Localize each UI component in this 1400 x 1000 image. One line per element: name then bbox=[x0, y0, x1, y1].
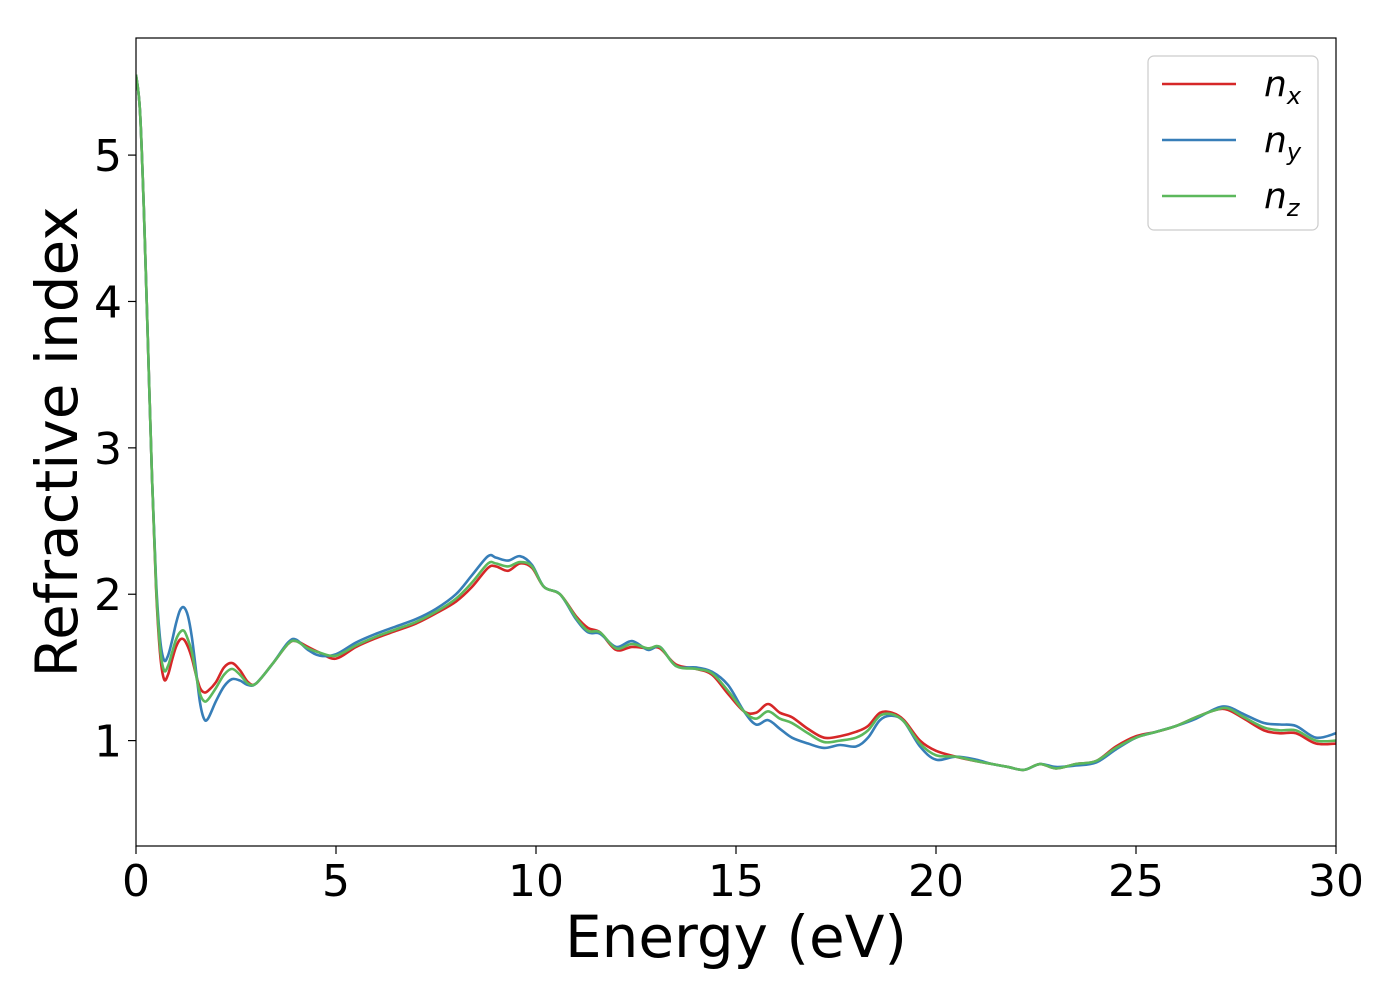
y-tick-label: 3 bbox=[94, 424, 122, 475]
x-tick-label: 30 bbox=[1308, 856, 1364, 907]
legend-label-ny: ny bbox=[1264, 120, 1302, 166]
x-tick-label: 15 bbox=[708, 856, 764, 907]
x-tick-label: 20 bbox=[908, 856, 964, 907]
x-axis-label: Energy (eV) bbox=[565, 903, 907, 971]
series-layer bbox=[136, 74, 1336, 772]
x-tick-label: 5 bbox=[322, 856, 350, 907]
x-axis: 0 5 10 15 20 25 30 bbox=[122, 846, 1364, 907]
legend-box bbox=[1147, 55, 1319, 231]
y-tick-label: 4 bbox=[94, 277, 122, 328]
x-tick-label: 0 bbox=[122, 856, 150, 907]
legend-label-nx: nx bbox=[1264, 64, 1302, 110]
y-tick-label: 5 bbox=[94, 131, 122, 182]
x-tick-label: 25 bbox=[1108, 856, 1164, 907]
y-tick-label: 1 bbox=[94, 717, 122, 768]
y-axis-label: Refractive index bbox=[23, 206, 91, 677]
y-axis: 1 2 3 4 5 bbox=[94, 131, 136, 768]
y-tick-label: 2 bbox=[94, 570, 122, 621]
x-tick-label: 10 bbox=[508, 856, 564, 907]
series-line-nz bbox=[136, 74, 1336, 772]
